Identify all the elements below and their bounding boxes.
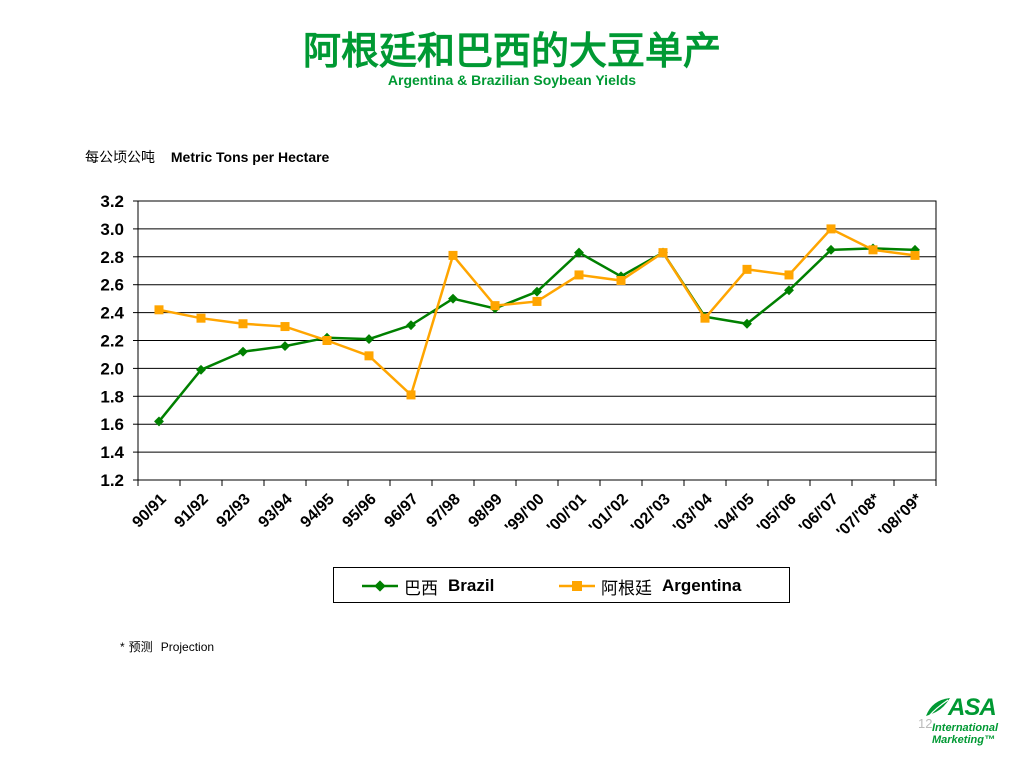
data-point-argentina: [658, 248, 668, 258]
y-tick-label: 1.8: [100, 387, 124, 406]
data-point-argentina: [490, 301, 500, 311]
x-tick-label: '99/'00: [502, 491, 548, 537]
x-tick-label: 91/92: [171, 491, 211, 531]
data-point-brazil: [280, 341, 290, 352]
chart-legend: 巴西 Brazil 阿根廷 Argentina: [333, 567, 790, 603]
x-tick-label: '05/'06: [754, 491, 800, 537]
page-title: 阿根廷和巴西的大豆单产: [302, 29, 721, 73]
legend-label-brazil-en: Brazil: [448, 576, 495, 595]
data-point-argentina: [784, 270, 794, 280]
y-tick-label: 1.4: [100, 443, 124, 462]
data-point-brazil: [826, 244, 836, 255]
y-tick-label: 1.6: [100, 415, 124, 434]
footnote: * 预测 Projection: [120, 638, 214, 655]
y-tick-label: 2.8: [100, 248, 124, 267]
y-tick-label: 3.0: [100, 220, 124, 239]
data-point-brazil: [238, 346, 248, 357]
data-point-argentina: [532, 296, 542, 306]
data-point-argentina: [868, 245, 878, 255]
x-tick-label: 94/95: [297, 491, 337, 531]
legend-label-argentina-en: Argentina: [662, 576, 742, 595]
data-point-argentina: [154, 305, 164, 315]
data-point-brazil: [574, 247, 584, 258]
data-point-argentina: [448, 250, 458, 260]
legend-swatch-argentina: [559, 581, 595, 591]
legend-label-argentina-cn: 阿根廷: [601, 578, 652, 599]
leaf-icon: [926, 698, 950, 716]
data-point-argentina: [616, 276, 626, 286]
x-tick-label: 95/96: [339, 491, 379, 531]
legend-item-brazil: 巴西 Brazil: [362, 568, 494, 604]
y-tick-label: 2.4: [100, 304, 124, 323]
y-tick-label: 2.0: [100, 359, 124, 378]
data-point-argentina: [364, 351, 374, 361]
data-point-brazil: [196, 364, 206, 375]
footnote-cn: 预测: [128, 640, 153, 654]
data-point-brazil: [532, 286, 542, 297]
x-tick-label: '02/'03: [628, 491, 674, 537]
legend-item-argentina: 阿根廷 Argentina: [559, 568, 741, 604]
x-tick-label: 97/98: [423, 491, 463, 531]
legend-label-brazil-cn: 巴西: [404, 578, 438, 599]
data-point-argentina: [700, 313, 710, 323]
x-tick-label: '04/'05: [712, 491, 758, 537]
page-subtitle: Argentina & Brazilian Soybean Yields: [387, 72, 637, 88]
data-point-argentina: [280, 322, 290, 332]
x-tick-label: '08/'09*: [876, 490, 927, 541]
data-point-brazil: [784, 285, 794, 296]
data-point-argentina: [910, 250, 920, 260]
x-tick-label: '07/'08*: [834, 490, 885, 541]
data-point-brazil: [364, 334, 374, 345]
unit-label-cn: 每公顷公吨: [85, 150, 155, 166]
x-tick-label: '00/'01: [544, 491, 590, 537]
logo-line2: Marketing™: [932, 734, 995, 746]
data-point-argentina: [322, 336, 332, 345]
y-tick-label: 2.2: [100, 332, 124, 351]
x-tick-label: '01/'02: [586, 491, 632, 537]
y-tick-label: 2.6: [100, 276, 124, 295]
data-point-argentina: [238, 319, 248, 329]
data-point-argentina: [574, 270, 584, 280]
data-point-brazil: [154, 416, 164, 427]
logo-line1: International: [932, 722, 999, 734]
x-tick-label: 93/94: [255, 491, 295, 531]
logo-text: ASA: [948, 694, 997, 721]
data-point-brazil: [448, 293, 458, 304]
asa-logo: ASA International Marketing™: [918, 694, 1010, 750]
data-point-argentina: [742, 264, 752, 274]
data-point-brazil: [406, 320, 416, 331]
page-number: 12: [918, 716, 933, 731]
data-point-argentina: [826, 224, 836, 234]
y-tick-label: 1.2: [100, 471, 124, 490]
unit-label: 每公顷公吨 Metric Tons per Hectare: [85, 147, 329, 167]
x-tick-label: '03/'04: [670, 491, 716, 537]
x-tick-label: 98/99: [465, 491, 505, 531]
legend-swatch-brazil: [362, 580, 398, 592]
x-tick-label: 90/91: [129, 491, 169, 531]
footnote-en: Projection: [160, 640, 215, 654]
data-point-argentina: [406, 390, 416, 400]
x-tick-label: 92/93: [213, 491, 253, 531]
data-point-brazil: [742, 318, 752, 329]
footnote-star: *: [120, 640, 125, 654]
unit-label-en: Metric Tons per Hectare: [170, 149, 330, 165]
data-point-argentina: [196, 313, 206, 323]
x-tick-label: 96/97: [381, 491, 421, 531]
y-tick-label: 3.2: [100, 192, 124, 211]
